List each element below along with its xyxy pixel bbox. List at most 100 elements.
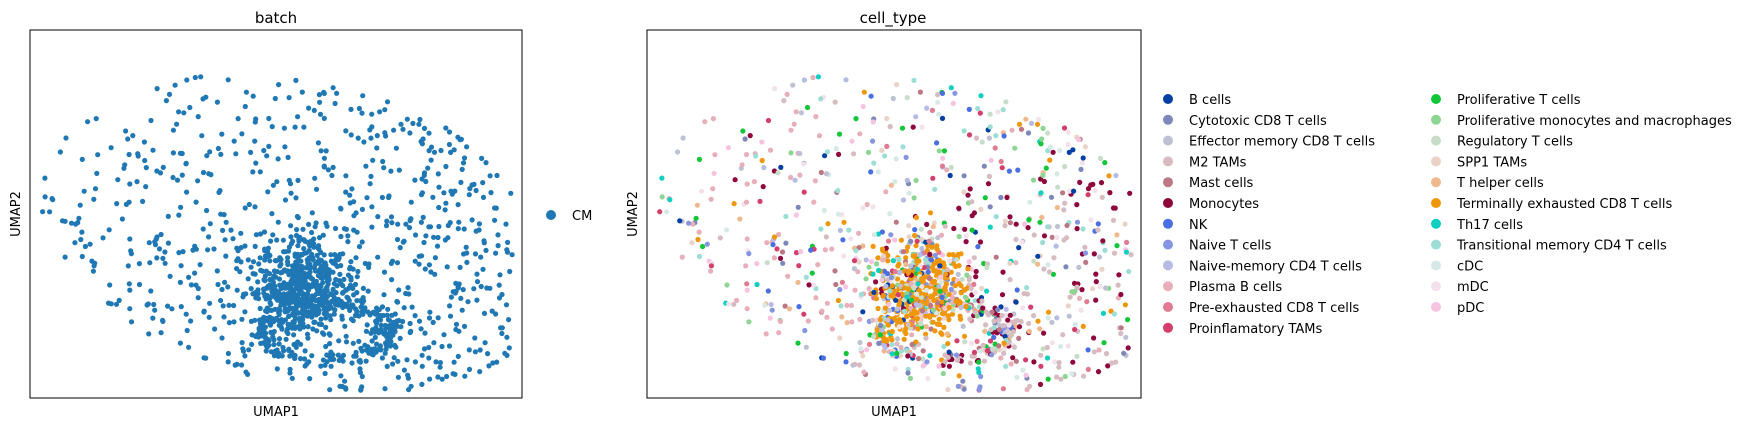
batch-point [388,214,395,220]
batch-point [459,166,465,172]
batch-point [234,287,240,293]
batch-point [200,96,206,102]
cell-type-point [1051,255,1057,261]
cell-type-point [1006,168,1013,174]
cell-type-point [908,263,914,269]
cell-type-point [743,199,750,205]
cell-type-point [939,163,946,169]
cell-type-legend-marker [1163,198,1173,208]
batch-point [481,310,488,316]
batch-point [285,154,291,160]
batch-point [287,322,293,328]
cell-type-point [1037,326,1043,332]
batch-point [207,300,213,306]
batch-point [374,133,380,139]
cell-type-point [1091,335,1097,341]
cell-type-point [892,269,898,275]
cell-type-point [945,341,951,347]
batch-point [160,318,166,324]
cell-type-point [931,268,937,274]
cell-type-point [1037,219,1043,225]
cell-type-point [946,363,953,369]
batch-point [116,297,122,303]
cell-type-point [1080,155,1086,161]
cell-type-point [1056,360,1062,366]
batch-point [285,261,291,268]
cell-type-point [855,269,861,275]
batch-point [93,116,99,122]
cell-type-point [944,167,950,173]
cell-type-point [909,341,915,348]
batch-point [277,292,283,298]
batch-point [320,274,326,280]
cell-type-point [1000,107,1006,113]
cell-type-point [1082,144,1088,150]
batch-point [259,332,265,338]
batch-point [160,255,166,261]
cell-type-point [1079,160,1085,166]
batch-point [286,244,292,250]
cell-type-point [1065,141,1071,148]
batch-point [377,343,383,349]
batch-point [321,155,327,161]
batch-point [128,319,135,325]
cell-type-point [1063,264,1069,270]
batch-point [295,114,301,120]
cell-type-point [833,281,839,288]
batch-point [269,211,275,217]
cell-type-point [967,316,973,322]
cell-type-point [1062,373,1068,380]
batch-point [248,286,254,292]
cell-type-point [922,274,928,280]
cell-type-point [1010,329,1017,335]
batch-point [223,253,229,259]
cell-type-point [1005,317,1011,323]
cell-type-point [880,292,887,298]
batch-point [422,266,428,272]
cell-type-point [950,295,956,301]
cell-type-point [989,352,995,358]
batch-point [239,340,245,346]
cell-type-point [1064,222,1070,229]
cell-type-point [877,317,884,323]
cell-type-point [969,227,975,233]
batch-point [371,346,377,352]
cell-type-point [1040,125,1046,131]
batch-point [270,293,276,299]
batch-point [207,149,213,155]
cell-type-point [927,294,934,300]
batch-point [407,320,413,327]
batch-point [359,373,365,380]
cell-type-point [1049,340,1056,346]
batch-point [226,320,232,326]
batch-point [290,238,296,244]
batch-point [493,311,499,317]
batch-point [477,347,483,353]
batch-point [369,204,375,210]
batch-point [404,116,410,122]
cell-type-point [1001,133,1007,139]
batch-point [397,245,403,251]
batch-point [320,232,326,238]
cell-type-point [870,271,876,277]
batch-point [426,262,432,268]
cell-type-point [913,177,919,183]
batch-point [296,296,302,302]
cell-type-point [1035,261,1041,267]
cell-type-point [946,304,952,310]
batch-point [450,371,456,377]
cell-type-point [908,305,914,311]
cell-type-point [978,373,984,380]
cell-type-point [863,257,869,263]
cell-type-point [861,369,867,375]
batch-point [143,165,149,171]
cell-type-point [1053,243,1059,249]
batch-point [448,294,454,300]
batch-point [382,386,388,392]
batch-point [382,322,388,329]
batch-point [265,189,271,195]
batch-point [269,288,275,294]
batch-point [504,334,510,340]
cell-type-point [953,257,960,263]
batch-point [186,344,192,350]
